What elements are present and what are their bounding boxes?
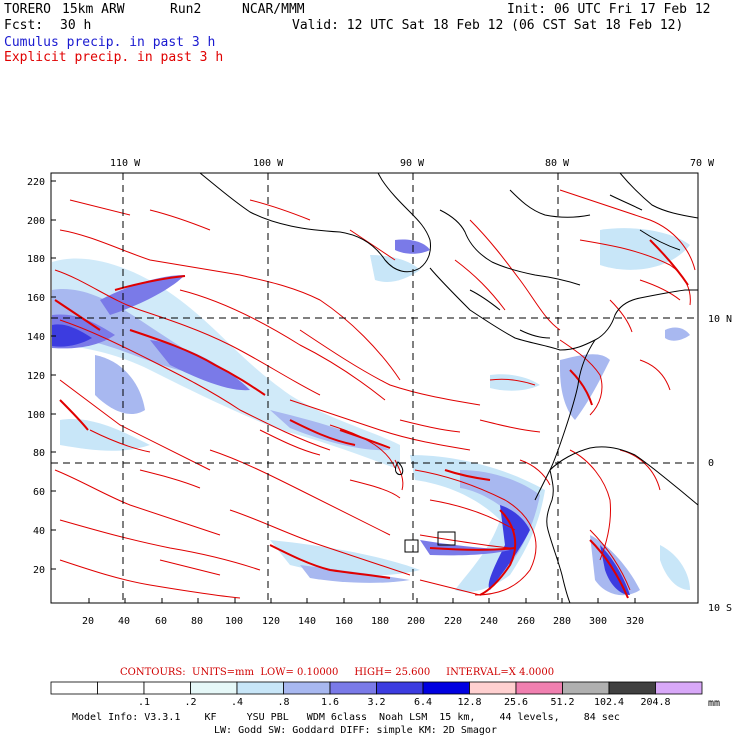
colorbar-label: 51.2 <box>550 697 574 708</box>
forecast-label: Fcst: <box>4 18 44 33</box>
colorbar-swatch <box>422 681 470 695</box>
init-time: Init: 06 UTC Fri 17 Feb 12 <box>507 2 711 17</box>
y-tick-label: 120 <box>27 371 45 382</box>
x-tick-label: 240 <box>480 616 498 627</box>
y-tick-label: 200 <box>27 216 45 227</box>
x-tick-label: 200 <box>407 616 425 627</box>
colorbar-label: 6.4 <box>414 697 432 708</box>
y-tick-label: 180 <box>27 254 45 265</box>
contour-interval: INTERVAL=X 4.0000 <box>446 667 555 678</box>
contour-label: CONTOURS: <box>120 667 186 678</box>
colorbar-label: 204.8 <box>640 697 670 708</box>
x-tick-label: 100 <box>225 616 243 627</box>
model-name: TORERO <box>4 2 51 17</box>
colorbar-swatch <box>143 681 191 695</box>
x-tick-label: 160 <box>335 616 353 627</box>
colorbar-swatch <box>97 681 145 695</box>
model-info-line1: Model Info: V3.3.1 KF YSU PBL WDM 6class… <box>72 712 620 723</box>
colorbar-swatch <box>655 681 703 695</box>
lon-label-70w: 70 W <box>690 158 715 169</box>
model-info-line2: LW: Godd SW: Goddard DIFF: simple KM: 2D… <box>214 725 497 736</box>
contour-high: HIGH= 25.600 <box>354 667 431 678</box>
colorbar-unit: mm <box>708 698 720 709</box>
x-tick-label: 260 <box>517 616 535 627</box>
colorbar-swatch <box>329 681 377 695</box>
colorbar-label: 25.6 <box>504 697 528 708</box>
axis-ticks <box>51 180 636 603</box>
resolution-label: 15km ARW <box>62 2 125 17</box>
x-tick-label: 320 <box>626 616 644 627</box>
colorbar-label: 1.6 <box>321 697 339 708</box>
x-tick-label: 220 <box>444 616 462 627</box>
lat-label-10s: 10 S <box>708 603 732 614</box>
y-tick-label: 60 <box>33 487 45 498</box>
colorbar-label: 3.2 <box>367 697 385 708</box>
colorbar-swatch <box>236 681 284 695</box>
lat-label-0: 0 <box>708 458 714 469</box>
x-tick-label: 40 <box>118 616 130 627</box>
explicit-field-title: Explicit precip. in past 3 h <box>4 50 224 65</box>
colorbar-label: 102.4 <box>594 697 624 708</box>
y-tick-label: 160 <box>27 293 45 304</box>
contour-info: CONTOURS: UNITS=mm LOW= 0.10000 HIGH= 25… <box>120 667 554 678</box>
colorbar: .1 .2 .4 .8 1.6 3.2 6.4 12.8 25.6 51.2 102.4 204.8 <box>50 681 703 708</box>
cumulus-precip-shading <box>52 228 690 596</box>
x-tick-label: 280 <box>553 616 571 627</box>
lat-label-10n: 10 N <box>708 314 732 325</box>
map-frame <box>50 172 699 604</box>
colorbar-swatch <box>469 681 517 695</box>
lon-label-90w: 90 W <box>400 158 425 169</box>
y-tick-label: 220 <box>27 177 45 188</box>
coastlines <box>199 173 698 603</box>
explicit-precip-bands <box>54 239 689 599</box>
x-tick-label: 60 <box>155 616 167 627</box>
lon-label-100w: 100 W <box>253 158 284 169</box>
valid-time: Valid: 12 UTC Sat 18 Feb 12 (06 CST Sat … <box>292 18 684 33</box>
run-label: Run2 <box>170 2 202 17</box>
colorbar-label: .2 <box>184 697 196 708</box>
lon-label-80w: 80 W <box>545 158 570 169</box>
x-tick-label: 80 <box>191 616 203 627</box>
colorbar-swatch <box>50 681 98 695</box>
x-tick-label: 120 <box>262 616 280 627</box>
org-label: NCAR/MMM <box>242 2 305 17</box>
contour-units: UNITS=mm <box>192 667 255 678</box>
y-tick-label: 80 <box>33 448 45 459</box>
colorbar-label: .8 <box>277 697 289 708</box>
lon-label-110w: 110 W <box>110 158 141 169</box>
colorbar-swatch <box>562 681 610 695</box>
colorbar-swatch <box>376 681 424 695</box>
y-tick-label: 40 <box>33 526 45 537</box>
colorbar-label: 12.8 <box>457 697 481 708</box>
colorbar-swatch <box>515 681 563 695</box>
colorbar-swatch <box>190 681 238 695</box>
x-tick-label: 180 <box>371 616 389 627</box>
contour-low: LOW= 0.10000 <box>260 667 339 678</box>
x-tick-label: 300 <box>589 616 607 627</box>
colorbar-label: .1 <box>138 697 150 708</box>
cumulus-field-title: Cumulus precip. in past 3 h <box>4 35 216 50</box>
x-tick-label: 20 <box>82 616 94 627</box>
explicit-precip-contours <box>54 189 696 599</box>
colorbar-swatch <box>283 681 331 695</box>
forecast-hours: 30 h <box>60 18 92 33</box>
x-axis-labels: 20 40 60 80 100 120 140 160 180 200 220 … <box>82 616 644 627</box>
y-tick-label: 100 <box>27 410 45 421</box>
x-tick-label: 140 <box>298 616 316 627</box>
y-axis-labels: 220 200 180 160 140 120 100 80 60 40 20 <box>27 177 45 576</box>
colorbar-label: .4 <box>231 697 243 708</box>
y-tick-label: 140 <box>27 332 45 343</box>
y-tick-label: 20 <box>33 565 45 576</box>
colorbar-swatch <box>608 681 656 695</box>
